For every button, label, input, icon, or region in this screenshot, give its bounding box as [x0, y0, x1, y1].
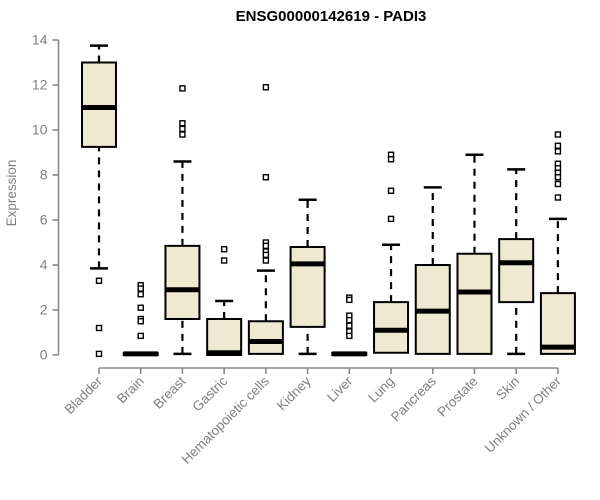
box [164, 244, 201, 320]
median-line [123, 351, 158, 357]
x-category-label: Brain [114, 374, 147, 407]
outlier-point [179, 131, 186, 138]
y-tick-label: 12 [32, 77, 48, 93]
y-tick-label: 4 [40, 257, 48, 273]
outlier-point [179, 85, 186, 92]
x-category-label: Breast [150, 373, 188, 411]
outlier-point [262, 242, 270, 250]
outlier-point [346, 316, 353, 324]
outlier-point [262, 174, 270, 181]
outlier-point [387, 187, 395, 194]
outlier-point [346, 322, 353, 329]
median-line [540, 344, 575, 350]
outlier-point [554, 131, 562, 138]
y-tick-label: 14 [32, 32, 48, 48]
median-line [332, 351, 367, 357]
y-tick-label: 0 [40, 347, 48, 363]
outlier-point [346, 296, 353, 304]
box [539, 292, 576, 355]
median-line [499, 260, 534, 266]
outlier-point [179, 120, 186, 127]
x-category-label: Bladder [62, 373, 106, 417]
median-line [415, 308, 450, 314]
outlier-point [137, 318, 144, 325]
median-line [207, 350, 242, 356]
box [81, 61, 117, 148]
x-category-label: Liver [324, 373, 356, 405]
outlier-point [220, 257, 228, 264]
outlier-point [179, 125, 186, 133]
box [206, 318, 243, 356]
outlier-point [137, 285, 144, 292]
outlier-point [554, 194, 562, 201]
y-tick-label: 6 [40, 212, 48, 228]
outlier-point [554, 148, 562, 155]
box [289, 246, 326, 328]
outlier-point [95, 324, 103, 332]
chart-title: ENSG00000142619 - PADI3 [236, 8, 427, 25]
x-category-label: Kidney [274, 373, 314, 413]
outlier-point [95, 277, 103, 284]
y-tick-label: 2 [40, 302, 48, 318]
outlier-point [387, 156, 395, 163]
x-category-label: Pancreas [388, 373, 439, 424]
outlier-point [262, 251, 270, 259]
median-line [248, 339, 283, 344]
median-line [165, 287, 200, 293]
median-line [374, 327, 409, 333]
outlier-point [137, 332, 144, 340]
x-category-label: Unknown / Other [482, 373, 565, 456]
outlier-point [387, 215, 395, 223]
outlier-point [137, 304, 144, 311]
outlier-point [554, 180, 562, 188]
outlier-point [95, 350, 103, 358]
box [456, 252, 493, 355]
x-category-label: Skin [493, 374, 522, 403]
x-category-label: Prostate [434, 374, 480, 420]
outlier-point [346, 332, 353, 340]
box [498, 238, 535, 304]
outlier-point [554, 174, 562, 181]
outlier-point [262, 257, 270, 264]
x-category-label: Gastric [189, 373, 230, 414]
median-line [82, 105, 116, 110]
y-tick-label: 10 [32, 122, 48, 138]
median-line [457, 289, 492, 295]
outlier-point [220, 246, 228, 253]
x-category-label: Lung [365, 374, 397, 406]
y-tick-label: 8 [40, 167, 48, 183]
box [247, 320, 284, 355]
outlier-point [554, 142, 562, 149]
outlier-point [137, 291, 144, 298]
box [373, 301, 410, 354]
y-axis-title: Expression [4, 160, 19, 227]
median-line [290, 261, 325, 267]
outlier-point [262, 84, 270, 91]
